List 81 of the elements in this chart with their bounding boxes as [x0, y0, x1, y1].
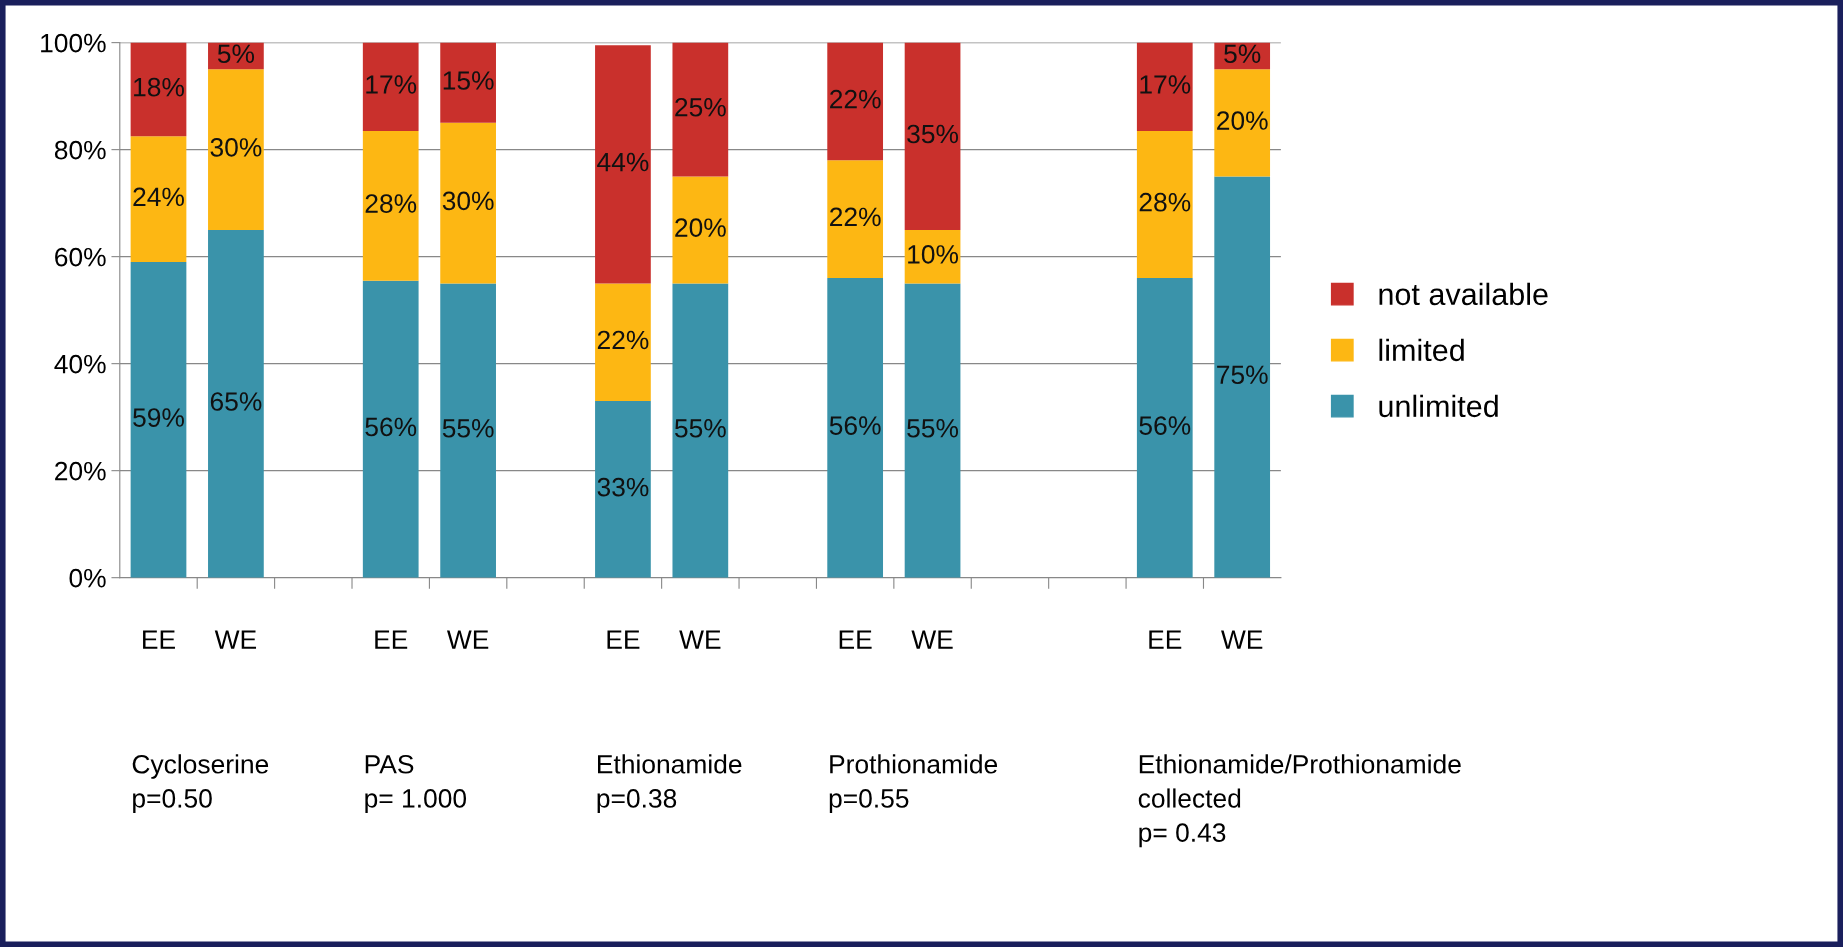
text: Prothionamide p=0.55: [829, 754, 998, 813]
legend-label: unlimited: [1379, 394, 1498, 418]
data-label: 20%: [1217, 111, 1268, 130]
bar: [827, 42, 884, 161]
bar: [672, 283, 729, 578]
data-label: 55%: [907, 419, 959, 438]
y-tick-label: 20%: [55, 461, 106, 481]
data-label: 30%: [210, 138, 262, 157]
x-tick-label: EE: [143, 630, 175, 649]
bar: [595, 283, 651, 402]
bar: [130, 261, 187, 578]
bar: [672, 176, 729, 284]
legend-label: not available: [1379, 282, 1548, 306]
data-label: 56%: [365, 417, 417, 437]
data-label: 28%: [1139, 192, 1191, 212]
data-label: 44%: [597, 152, 649, 172]
y-tick-label: 80%: [54, 140, 106, 160]
bar: [904, 42, 961, 230]
bar: [440, 42, 496, 123]
data-label: 33%: [597, 477, 649, 497]
data-label: 5%: [1224, 44, 1261, 64]
x-tick-label: EE: [1149, 630, 1182, 649]
data-label: 24%: [133, 187, 184, 207]
x-tick-label: WE: [214, 630, 257, 649]
bar: [1214, 176, 1271, 578]
bar: [1136, 130, 1193, 279]
legend-label: limited: [1379, 338, 1464, 362]
data-label: 59%: [133, 408, 184, 427]
bar: [362, 42, 419, 131]
bar: [208, 69, 264, 230]
data-label: 22%: [597, 330, 649, 350]
bar: [1214, 69, 1271, 177]
y-tick-label: 40%: [54, 354, 106, 374]
data-label: 35%: [907, 124, 959, 144]
bar: [904, 283, 961, 578]
x-tick-label: EE: [839, 630, 872, 649]
data-label: 56%: [829, 416, 881, 435]
text: Ethionamide/Prothionamide collected p= 0.43: [1138, 754, 1461, 848]
data-label: 55%: [442, 419, 494, 438]
bar: [827, 160, 884, 279]
data-label: 56%: [1139, 416, 1191, 435]
bar: [440, 122, 496, 284]
bar: [1136, 42, 1193, 131]
bar: [362, 280, 419, 578]
text: PAS p= 1.000: [365, 754, 467, 813]
data-label: 10%: [908, 245, 959, 264]
data-label: 17%: [1140, 75, 1191, 94]
data-label: 22%: [830, 207, 881, 227]
x-tick-label: EE: [375, 630, 408, 649]
data-label: 17%: [366, 75, 417, 94]
bar: [672, 42, 729, 177]
data-label: 18%: [134, 77, 184, 97]
bar: [827, 278, 884, 578]
data-label: 65%: [210, 392, 262, 411]
data-label: 5%: [217, 44, 255, 64]
x-tick-label: EE: [607, 630, 640, 649]
bar: [595, 401, 651, 578]
bar: [130, 136, 187, 262]
x-tick-label: WE: [679, 630, 721, 649]
y-tick-label: 60%: [55, 247, 106, 267]
data-label: 25%: [675, 97, 726, 117]
text: Cycloserine p=0.50: [132, 754, 269, 813]
data-label: 75%: [1217, 365, 1268, 385]
data-label: 20%: [675, 218, 726, 237]
bar: [595, 45, 651, 284]
bar: [1136, 278, 1193, 578]
y-tick-label: 0%: [69, 568, 106, 588]
data-label: 22%: [830, 89, 881, 109]
x-tick-label: WE: [1221, 630, 1263, 649]
bar: [208, 229, 264, 578]
bar: [362, 130, 419, 281]
bar: [130, 42, 187, 137]
data-label: 30%: [442, 191, 494, 211]
data-label: 15%: [443, 71, 494, 90]
x-tick-label: WE: [911, 630, 953, 649]
data-label: 28%: [365, 194, 417, 213]
x-tick-label: WE: [446, 630, 489, 649]
data-label: 55%: [674, 419, 726, 438]
y-tick-label: 100%: [41, 33, 106, 53]
bar: [440, 283, 496, 578]
text: Ethionamide p=0.38: [597, 754, 742, 813]
